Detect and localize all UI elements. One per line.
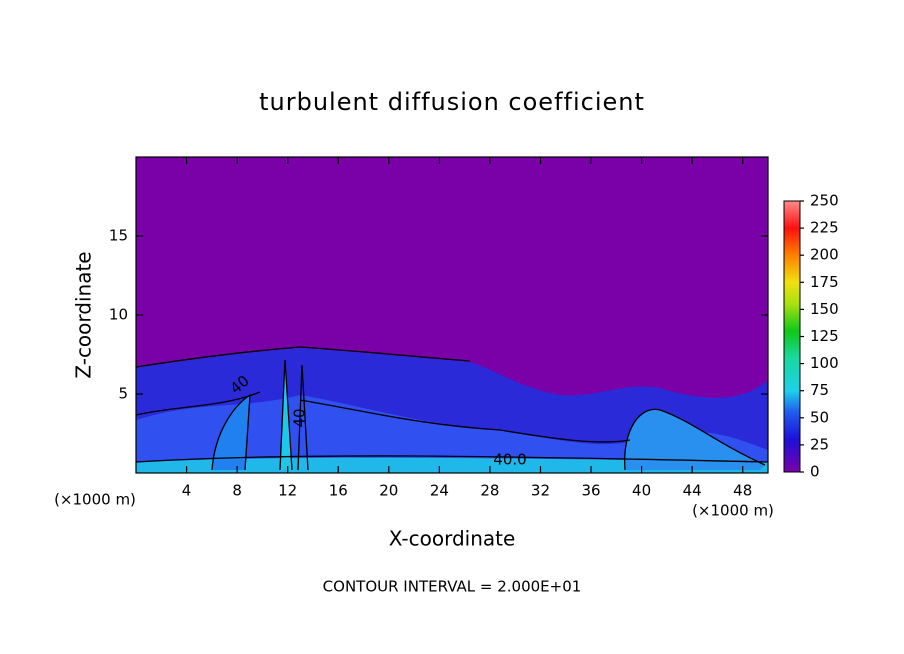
colorbar [783, 200, 801, 473]
contour-label: 40 [291, 408, 309, 427]
chart-title: turbulent diffusion coefficient [259, 88, 645, 116]
colorbar-tick-label: 225 [810, 219, 839, 237]
x-axis-label: X-coordinate [389, 527, 516, 551]
x-tick-label: 16 [329, 482, 348, 500]
y-tick-label: 10 [109, 306, 128, 324]
colorbar-tick-label: 150 [810, 300, 839, 318]
x-tick-label: 24 [430, 482, 449, 500]
x-tick-label: 36 [581, 482, 600, 500]
y-tick-label: 5 [118, 385, 128, 403]
colorbar-tick-label: 25 [810, 435, 829, 453]
y-axis-label: Z-coordinate [72, 251, 96, 378]
x-unit: (×1000 m) [54, 491, 136, 509]
colorbar-tick-label: 175 [810, 273, 839, 291]
x-unit: (×1000 m) [692, 502, 774, 520]
y-tick-label: 15 [109, 227, 128, 245]
x-tick-label: 44 [683, 482, 702, 500]
x-tick-label: 4 [182, 482, 192, 500]
contour-label: 40.0 [493, 451, 526, 469]
x-tick-label: 32 [531, 482, 550, 500]
x-tick-label: 40 [632, 482, 651, 500]
x-tick-label: 48 [733, 482, 752, 500]
x-tick-label: 8 [232, 482, 242, 500]
x-tick-label: 12 [278, 482, 297, 500]
colorbar-tick-label: 250 [810, 192, 839, 210]
colorbar-tick-label: 50 [810, 408, 829, 426]
x-tick-label: 28 [480, 482, 499, 500]
colorbar-tick-label: 200 [810, 246, 839, 264]
colorbar-tick-label: 100 [810, 354, 839, 372]
x-tick-label: 20 [379, 482, 398, 500]
field [136, 157, 768, 473]
colorbar-tick-label: 125 [810, 327, 839, 345]
colorbar-tick-label: 75 [810, 381, 829, 399]
footnote: CONTOUR INTERVAL = 2.000E+01 [323, 578, 582, 596]
colorbar-tick-label: 0 [810, 463, 820, 481]
